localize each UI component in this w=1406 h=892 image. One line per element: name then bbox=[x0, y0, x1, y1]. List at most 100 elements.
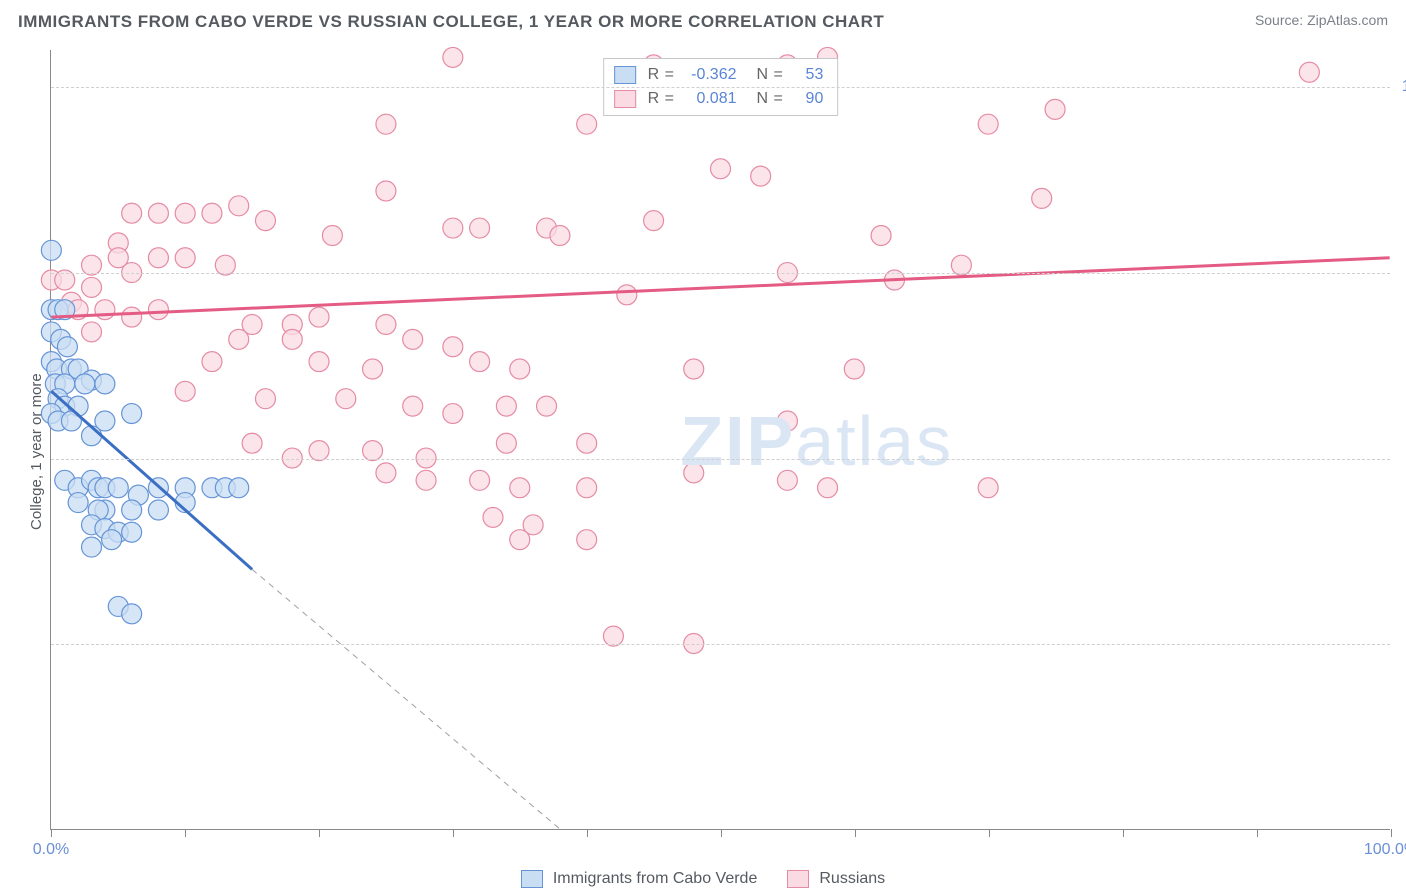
series-label-pink: Russians bbox=[819, 870, 885, 888]
data-point bbox=[684, 463, 704, 483]
data-point bbox=[777, 411, 797, 431]
legend-N-pink: 90 bbox=[793, 87, 823, 111]
data-point bbox=[148, 300, 168, 320]
data-point bbox=[403, 396, 423, 416]
data-point bbox=[443, 47, 463, 67]
data-point bbox=[148, 203, 168, 223]
data-point bbox=[242, 433, 262, 453]
data-point bbox=[577, 114, 597, 134]
legend-swatch-blue bbox=[521, 870, 543, 888]
data-point bbox=[978, 478, 998, 498]
data-point bbox=[1032, 188, 1052, 208]
series-label-blue: Immigrants from Cabo Verde bbox=[553, 870, 758, 888]
y-axis-label: College, 1 year or more bbox=[28, 373, 45, 530]
data-point bbox=[175, 381, 195, 401]
data-point bbox=[102, 530, 122, 550]
data-point bbox=[309, 307, 329, 327]
data-point bbox=[309, 352, 329, 372]
data-point bbox=[322, 225, 342, 245]
data-point bbox=[577, 433, 597, 453]
data-point bbox=[617, 285, 637, 305]
legend-N-label: N = bbox=[757, 63, 784, 87]
legend-N-blue: 53 bbox=[793, 63, 823, 87]
data-point bbox=[122, 522, 142, 542]
data-point bbox=[470, 470, 490, 490]
plot-svg bbox=[51, 50, 1390, 829]
data-point bbox=[443, 337, 463, 357]
data-point bbox=[122, 404, 142, 424]
source-prefix: Source: bbox=[1255, 12, 1307, 28]
data-point bbox=[577, 478, 597, 498]
x-tick-label: 100.0% bbox=[1364, 841, 1406, 859]
data-point bbox=[871, 225, 891, 245]
data-point bbox=[122, 604, 142, 624]
gridline bbox=[51, 644, 1390, 645]
x-tick-label: 0.0% bbox=[33, 841, 69, 859]
x-tick bbox=[1391, 829, 1392, 837]
x-tick bbox=[587, 829, 588, 837]
series-legend-blue: Immigrants from Cabo Verde bbox=[521, 870, 758, 888]
title-bar: IMMIGRANTS FROM CABO VERDE VS RUSSIAN CO… bbox=[0, 0, 1406, 44]
data-point bbox=[75, 374, 95, 394]
x-tick bbox=[1257, 829, 1258, 837]
legend-swatch-pink bbox=[787, 870, 809, 888]
data-point bbox=[1045, 99, 1065, 119]
legend-R-blue: -0.362 bbox=[685, 63, 737, 87]
chart-container: IMMIGRANTS FROM CABO VERDE VS RUSSIAN CO… bbox=[0, 0, 1406, 892]
data-point bbox=[844, 359, 864, 379]
data-point bbox=[470, 352, 490, 372]
data-point bbox=[510, 359, 530, 379]
gridline bbox=[51, 87, 1390, 88]
y-tick-label: 100.0% bbox=[1402, 78, 1406, 96]
data-point bbox=[255, 389, 275, 409]
data-point bbox=[229, 329, 249, 349]
legend-R-label: R = bbox=[648, 87, 675, 111]
legend-R-label: R = bbox=[648, 63, 675, 87]
legend-swatch-pink bbox=[614, 90, 636, 108]
data-point bbox=[122, 500, 142, 520]
data-point bbox=[443, 404, 463, 424]
data-point bbox=[376, 181, 396, 201]
data-point bbox=[376, 315, 396, 335]
gridline bbox=[51, 459, 1390, 460]
series-legend: Immigrants from Cabo Verde Russians bbox=[0, 870, 1406, 888]
data-point bbox=[403, 329, 423, 349]
data-point bbox=[122, 307, 142, 327]
data-point bbox=[95, 300, 115, 320]
data-point bbox=[68, 493, 88, 513]
data-point bbox=[202, 352, 222, 372]
x-tick bbox=[453, 829, 454, 837]
data-point bbox=[1299, 62, 1319, 82]
data-point bbox=[603, 626, 623, 646]
data-point bbox=[510, 530, 530, 550]
data-point bbox=[376, 463, 396, 483]
x-tick bbox=[1123, 829, 1124, 837]
data-point bbox=[229, 478, 249, 498]
data-point bbox=[108, 478, 128, 498]
plot-area: R = -0.362 N = 53 R = 0.081 N = 90 ZIPat… bbox=[50, 50, 1390, 830]
data-point bbox=[202, 203, 222, 223]
data-point bbox=[577, 530, 597, 550]
data-point bbox=[483, 507, 503, 527]
x-tick bbox=[855, 829, 856, 837]
data-point bbox=[510, 478, 530, 498]
data-point bbox=[229, 196, 249, 216]
series-legend-pink: Russians bbox=[787, 870, 885, 888]
data-point bbox=[978, 114, 998, 134]
data-point bbox=[818, 478, 838, 498]
data-point bbox=[470, 218, 490, 238]
x-tick bbox=[989, 829, 990, 837]
data-point bbox=[148, 500, 168, 520]
data-point bbox=[416, 470, 436, 490]
source-name: ZipAtlas.com bbox=[1307, 12, 1388, 28]
data-point bbox=[644, 211, 664, 231]
data-point bbox=[57, 337, 77, 357]
legend-row-pink: R = 0.081 N = 90 bbox=[614, 87, 824, 111]
x-tick bbox=[721, 829, 722, 837]
data-point bbox=[95, 374, 115, 394]
source-attribution: Source: ZipAtlas.com bbox=[1255, 12, 1388, 28]
x-tick bbox=[319, 829, 320, 837]
data-point bbox=[82, 322, 102, 342]
data-point bbox=[175, 248, 195, 268]
data-point bbox=[684, 359, 704, 379]
